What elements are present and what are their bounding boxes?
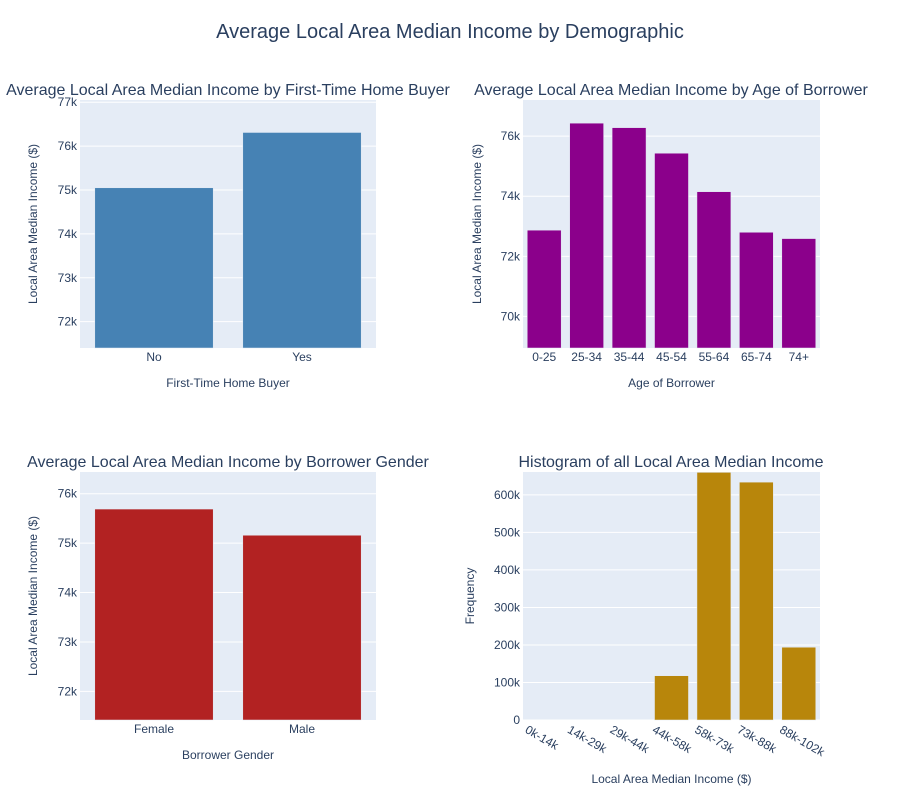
- y-tick-label: 70k: [501, 309, 521, 323]
- subplot-title: Average Local Area Median Income by Firs…: [6, 82, 450, 99]
- x-tick-label: 65-74: [741, 350, 772, 364]
- subplot-2: 0-25 25-34 35-44 45-54 55-64 65-74 74+ 70k 72k 74…: [470, 82, 869, 390]
- bar-25-34: [569, 122, 604, 349]
- x-tick-label: Female: [134, 722, 174, 736]
- x-tick-label: 14k-29k: [565, 722, 610, 756]
- subplot-title: Histogram of all Local Area Median Incom…: [518, 454, 823, 471]
- x-tick-label: 74+: [789, 350, 809, 364]
- subplot-4: 0k-14k 14k-29k29k-44k44k-58k58k-73k73k-88…: [463, 454, 828, 786]
- y-tick-label: 300k: [494, 600, 521, 614]
- y-tick-label: 76k: [58, 487, 78, 501]
- y-tick-label: 76k: [501, 129, 521, 143]
- y-tick-label: 74k: [58, 586, 78, 600]
- bar-35-44: [611, 127, 647, 349]
- x-tick-label: 58k-73k: [692, 722, 737, 756]
- bar-45-54: [654, 152, 689, 349]
- x-tick-label: 25-34: [571, 350, 602, 364]
- x-tick-label: 29k-44k: [608, 722, 653, 756]
- x-axis-label: Borrower Gender: [182, 748, 274, 762]
- y-axis-label: Local Area Median Income ($): [26, 516, 40, 676]
- y-tick-label: 75k: [58, 183, 78, 197]
- bar-Male: [242, 534, 362, 721]
- bar-88k-102k: [781, 646, 817, 721]
- x-tick-label: 0k-14k: [523, 722, 562, 753]
- main-title: Average Local Area Median Income by Demo…: [216, 21, 684, 43]
- y-tick-label: 500k: [494, 525, 521, 539]
- x-tick-label: 73k-88k: [735, 722, 780, 756]
- x-tick-label: 88k-102k: [777, 722, 828, 759]
- y-tick-label: 100k: [494, 675, 521, 689]
- y-axis-label: Frequency: [463, 568, 477, 625]
- y-tick-label: 77k: [58, 95, 78, 109]
- subplot-3: Female Male 72k 73k 74k 75k 76k Average Local A…: [26, 454, 430, 762]
- x-axis-label: Age of Borrower: [628, 376, 715, 390]
- subplot-title: Average Local Area Median Income by Borr…: [27, 454, 429, 471]
- bar-0-25: [526, 229, 562, 349]
- x-tick-label: Male: [289, 722, 315, 736]
- y-tick-label: 74k: [501, 189, 521, 203]
- bar-Yes: [242, 132, 362, 349]
- bar-44k-58k: [654, 675, 689, 721]
- x-tick-label: 0-25: [532, 350, 556, 364]
- y-tick-label: 400k: [494, 563, 521, 577]
- x-tick-label: 45-54: [656, 350, 687, 364]
- x-tick-label: 35-44: [614, 350, 645, 364]
- y-tick-label: 600k: [494, 488, 521, 502]
- y-tick-label: 72k: [58, 315, 78, 329]
- bar-73k-88k: [739, 481, 774, 721]
- bar-58k-73k: [696, 472, 732, 721]
- x-axis-label: Local Area Median Income ($): [591, 772, 751, 786]
- x-axis-label: First-Time Home Buyer: [166, 376, 290, 390]
- bar-No: [94, 187, 214, 349]
- y-tick-label: 72k: [501, 249, 521, 263]
- y-axis-label: Local Area Median Income ($): [470, 144, 484, 304]
- y-tick-label: 0: [513, 713, 520, 727]
- x-tick-label: 44k-58k: [650, 722, 695, 756]
- y-tick-label: 74k: [58, 227, 78, 241]
- bar-74+: [781, 238, 817, 349]
- y-axis-label: Local Area Median Income ($): [26, 144, 40, 304]
- x-tick-label: No: [146, 350, 162, 364]
- y-tick-label: 73k: [58, 271, 78, 285]
- y-tick-label: 75k: [58, 536, 78, 550]
- bar-65-74: [739, 232, 774, 349]
- y-tick-label: 200k: [494, 638, 521, 652]
- y-tick-label: 73k: [58, 635, 78, 649]
- subplot-title: Average Local Area Median Income by Age …: [474, 82, 868, 99]
- bar-55-64: [696, 191, 732, 349]
- y-tick-label: 76k: [58, 139, 78, 153]
- bar-Female: [94, 508, 214, 721]
- y-tick-label: 72k: [58, 684, 78, 698]
- x-tick-label: 55-64: [699, 350, 730, 364]
- x-tick-label: Yes: [292, 350, 312, 364]
